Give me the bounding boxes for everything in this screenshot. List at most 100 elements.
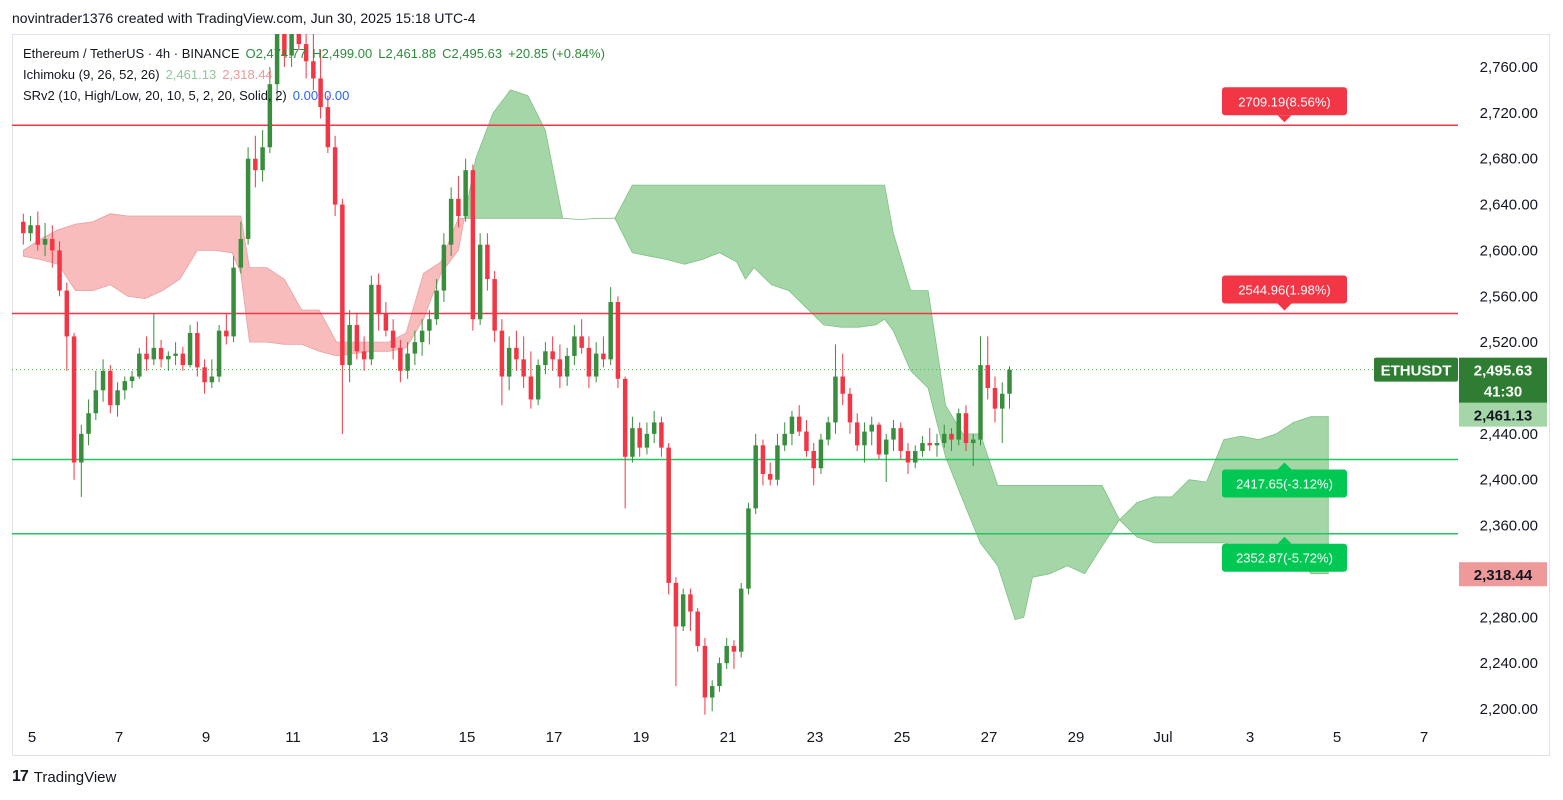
candle[interactable] <box>448 187 454 257</box>
candle[interactable] <box>811 443 816 486</box>
candle[interactable] <box>260 130 265 182</box>
candle[interactable] <box>833 344 838 434</box>
candle[interactable] <box>57 241 62 297</box>
candle[interactable] <box>630 416 635 463</box>
candle[interactable] <box>622 376 628 509</box>
candle[interactable] <box>876 422 882 460</box>
candle[interactable] <box>528 351 534 409</box>
candle[interactable] <box>129 370 135 388</box>
candle[interactable] <box>332 135 338 217</box>
candle[interactable] <box>963 405 969 452</box>
candle[interactable] <box>767 462 773 486</box>
candle[interactable] <box>615 296 621 388</box>
candle[interactable] <box>151 313 157 366</box>
candle[interactable] <box>166 351 171 371</box>
legend-symbol-row[interactable]: Ethereum / TetherUS · 4h · BINANCE O2,474… <box>23 46 611 61</box>
candle[interactable] <box>195 321 200 377</box>
candle[interactable] <box>369 275 374 366</box>
footer-brand[interactable]: 17 TradingView <box>12 768 116 786</box>
candle[interactable] <box>854 413 860 452</box>
candle[interactable] <box>709 680 715 712</box>
candle[interactable] <box>760 439 766 486</box>
candle[interactable] <box>514 330 519 371</box>
candle[interactable] <box>557 344 563 388</box>
candle[interactable] <box>564 347 570 386</box>
legend-ichimoku-label[interactable]: Ichimoku (9, 26, 52, 26) <box>23 67 160 82</box>
candle[interactable] <box>434 279 439 325</box>
candle[interactable] <box>535 359 541 406</box>
candle[interactable] <box>180 346 186 371</box>
candle[interactable] <box>891 420 896 452</box>
candle[interactable] <box>949 428 954 452</box>
candle[interactable] <box>695 608 700 652</box>
candle[interactable] <box>456 175 461 228</box>
level-tag-resistance[interactable]: 2544.96(1.98%) <box>1222 275 1347 311</box>
level-tag-support[interactable]: 2352.87(-5.72%) <box>1222 536 1347 572</box>
candle[interactable] <box>927 428 932 452</box>
legend-ichimoku-row[interactable]: Ichimoku (9, 26, 52, 26) 2,461.13 2,318.44 <box>23 67 279 82</box>
candle[interactable] <box>318 49 323 119</box>
candle[interactable] <box>847 388 853 434</box>
candle[interactable] <box>477 233 483 325</box>
candle[interactable] <box>499 319 505 406</box>
candle[interactable] <box>340 198 345 434</box>
candle[interactable] <box>521 336 526 388</box>
candle[interactable] <box>673 577 679 687</box>
candle[interactable] <box>28 216 33 242</box>
candle[interactable] <box>1007 366 1012 409</box>
candle[interactable] <box>659 416 664 457</box>
candle[interactable] <box>680 588 686 632</box>
legend-symbol[interactable]: Ethereum / TetherUS · 4h · BINANCE <box>23 46 240 61</box>
candle[interactable] <box>862 422 867 463</box>
candle[interactable] <box>789 410 795 446</box>
candle[interactable] <box>753 433 758 515</box>
candle[interactable] <box>209 359 215 388</box>
candle[interactable] <box>231 256 236 343</box>
candle[interactable] <box>42 222 48 257</box>
candle[interactable] <box>920 436 925 457</box>
candle[interactable] <box>274 21 280 102</box>
candle[interactable] <box>202 359 207 394</box>
candle[interactable] <box>970 433 976 466</box>
candle[interactable] <box>115 382 120 417</box>
candle[interactable] <box>470 164 476 331</box>
candle[interactable] <box>934 433 940 457</box>
candle[interactable] <box>173 342 178 366</box>
candle[interactable] <box>898 422 903 460</box>
candle[interactable] <box>390 319 396 360</box>
candle[interactable] <box>50 225 55 268</box>
candle[interactable] <box>108 365 113 414</box>
candle[interactable] <box>347 310 352 383</box>
candle[interactable] <box>64 282 70 371</box>
candle[interactable] <box>666 443 671 595</box>
candle[interactable] <box>905 443 911 474</box>
candle[interactable] <box>361 336 367 371</box>
candle[interactable] <box>245 147 251 245</box>
level-tag-support[interactable]: 2417.65(-3.12%) <box>1222 462 1347 498</box>
ichimoku-tag-1[interactable]: 2,461.13 <box>1459 402 1547 427</box>
candle[interactable] <box>253 135 258 188</box>
candle[interactable] <box>463 158 468 222</box>
candle[interactable] <box>296 21 302 50</box>
candle[interactable] <box>731 640 737 669</box>
candle[interactable] <box>796 405 802 437</box>
candle[interactable] <box>746 502 751 595</box>
candle[interactable] <box>311 33 316 90</box>
candle[interactable] <box>441 233 447 303</box>
candle[interactable] <box>35 211 41 251</box>
candle[interactable] <box>724 637 729 669</box>
ichimoku-tag-2[interactable]: 2,318.44 <box>1459 562 1547 587</box>
candle[interactable] <box>79 424 84 497</box>
candle[interactable] <box>637 422 642 457</box>
candle[interactable] <box>644 422 650 455</box>
candle[interactable] <box>303 27 309 79</box>
candle[interactable] <box>608 287 613 366</box>
candle[interactable] <box>543 342 548 375</box>
candle[interactable] <box>956 408 961 446</box>
candle[interactable] <box>840 353 845 406</box>
candle[interactable] <box>224 313 229 345</box>
candle[interactable] <box>579 319 584 354</box>
candle[interactable] <box>978 336 983 446</box>
candle[interactable] <box>492 271 497 343</box>
